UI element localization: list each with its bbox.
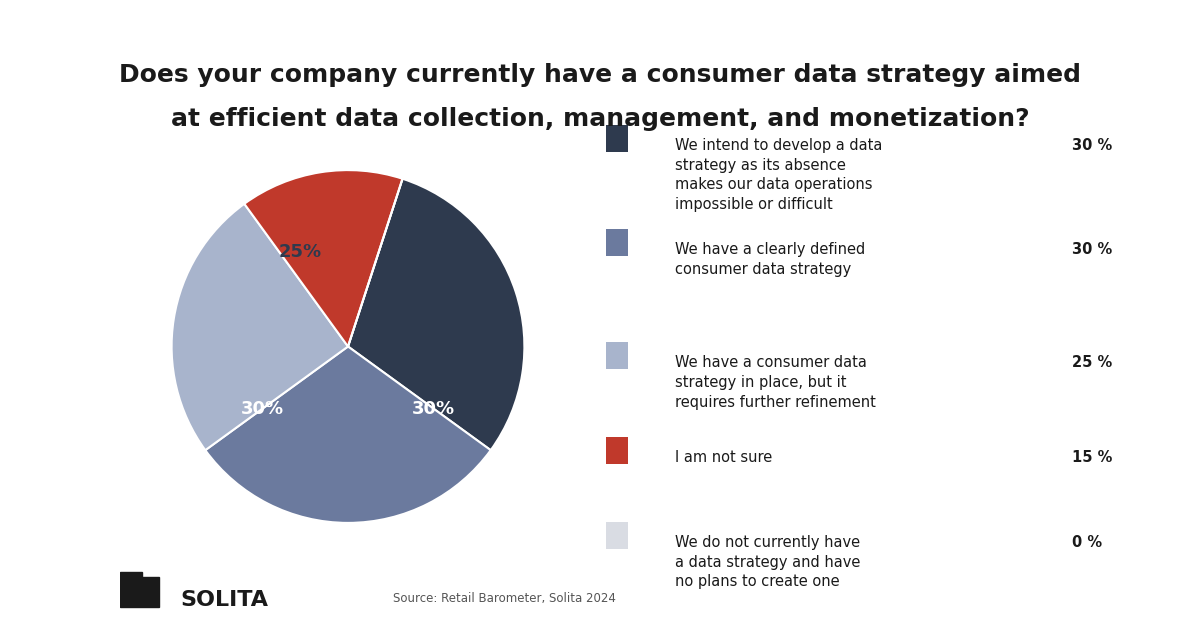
Text: 25%: 25% (278, 243, 322, 261)
FancyBboxPatch shape (606, 437, 628, 464)
Text: 30 %: 30 % (1073, 138, 1112, 153)
Text: 0 %: 0 % (1073, 535, 1103, 550)
Text: at efficient data collection, management, and monetization?: at efficient data collection, management… (170, 107, 1030, 131)
FancyBboxPatch shape (606, 229, 628, 256)
Text: 30 %: 30 % (1073, 242, 1112, 257)
Text: 15%: 15% (401, 263, 444, 280)
Text: 30%: 30% (412, 399, 455, 418)
Text: SOLITA: SOLITA (180, 590, 269, 610)
Text: Does your company currently have a consumer data strategy aimed: Does your company currently have a consu… (119, 63, 1081, 87)
Text: We intend to develop a data
strategy as its absence
makes our data operations
im: We intend to develop a data strategy as … (674, 138, 882, 212)
Bar (120, 577, 158, 607)
Text: 15 %: 15 % (1073, 450, 1112, 465)
FancyBboxPatch shape (606, 522, 628, 549)
Text: 30%: 30% (241, 399, 284, 418)
Text: We have a clearly defined
consumer data strategy: We have a clearly defined consumer data … (674, 242, 865, 277)
Wedge shape (348, 179, 524, 450)
Text: I am not sure: I am not sure (674, 450, 772, 465)
FancyBboxPatch shape (606, 125, 628, 152)
Wedge shape (172, 203, 348, 450)
Text: We do not currently have
a data strategy and have
no plans to create one: We do not currently have a data strategy… (674, 535, 860, 589)
Bar (120, 572, 142, 590)
Text: 25 %: 25 % (1073, 355, 1112, 370)
Text: Source: Retail Barometer, Solita 2024: Source: Retail Barometer, Solita 2024 (392, 592, 616, 605)
FancyBboxPatch shape (606, 343, 628, 369)
Text: We have a consumer data
strategy in place, but it
requires further refinement: We have a consumer data strategy in plac… (674, 355, 876, 410)
Wedge shape (245, 170, 402, 346)
Wedge shape (348, 179, 402, 346)
Wedge shape (205, 346, 491, 523)
